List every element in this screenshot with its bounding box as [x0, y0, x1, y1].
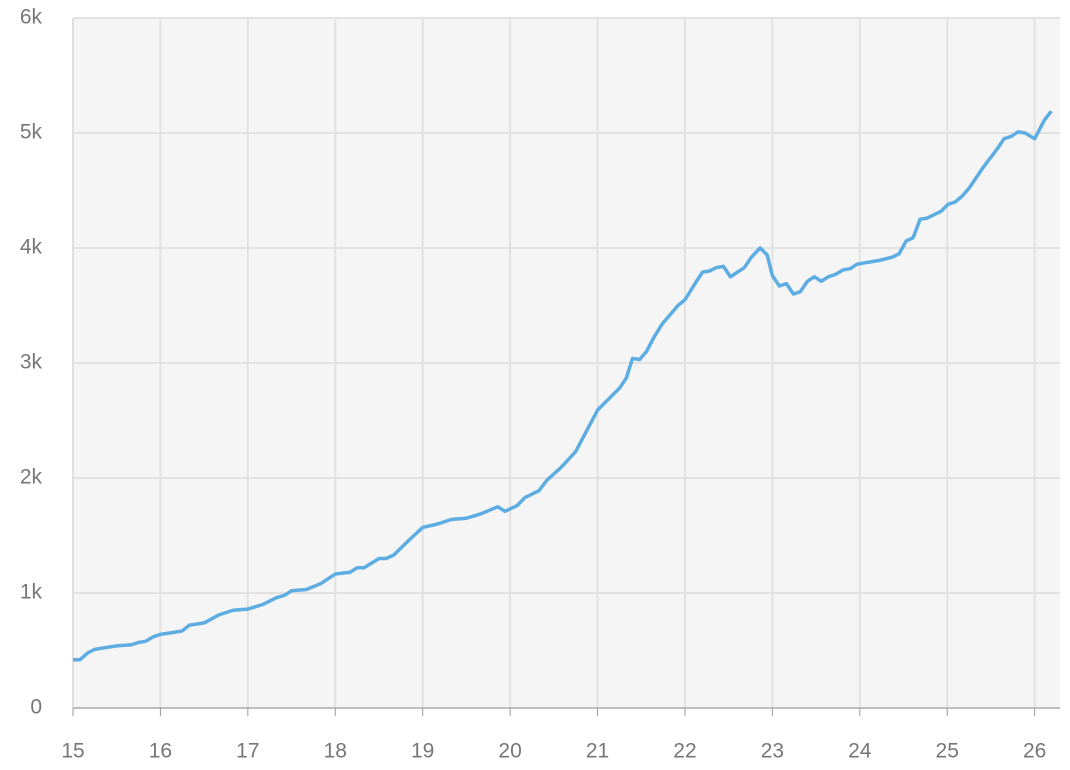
x-tick-label: 18	[324, 740, 347, 763]
x-tick-label: 24	[848, 740, 872, 763]
x-tick-label: 16	[149, 740, 172, 763]
x-tick-label: 19	[411, 740, 434, 763]
y-tick-label: 0	[30, 696, 42, 719]
x-tick-label: 23	[761, 740, 784, 763]
y-tick-label: 4k	[20, 236, 43, 259]
x-tick-label: 25	[936, 740, 959, 763]
x-tick-label: 26	[1023, 740, 1046, 763]
y-tick-label: 2k	[20, 466, 43, 489]
y-tick-label: 1k	[20, 581, 43, 604]
x-tick-label: 15	[61, 740, 84, 763]
x-tick-label: 22	[673, 740, 696, 763]
y-tick-label: 3k	[20, 351, 43, 374]
y-tick-label: 5k	[20, 121, 43, 144]
x-tick-label: 20	[498, 740, 521, 763]
y-tick-label: 6k	[20, 6, 43, 29]
x-tick-label: 21	[586, 740, 609, 763]
data-line	[73, 110, 1053, 662]
x-tick-label: 17	[236, 740, 259, 763]
